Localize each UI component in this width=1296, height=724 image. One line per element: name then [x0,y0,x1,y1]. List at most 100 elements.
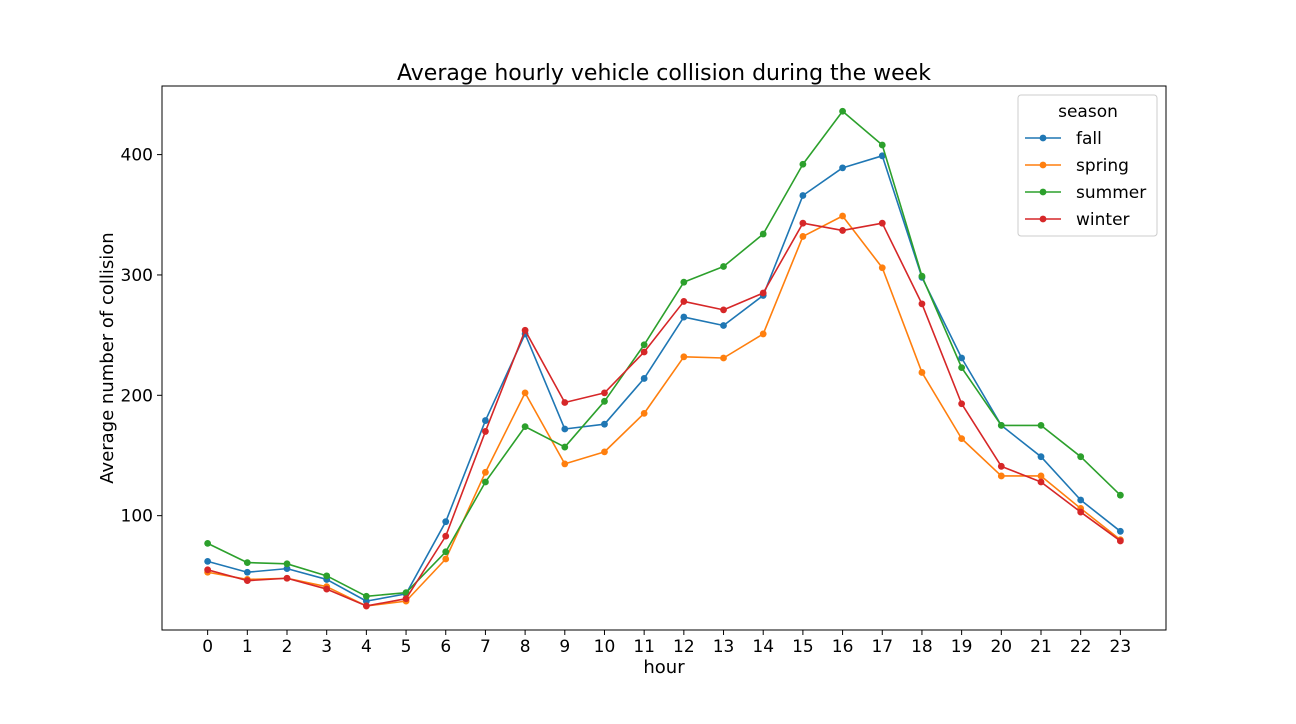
data-point-fall [958,354,966,362]
data-point-winter [601,389,608,397]
x-tick-label: 11 [633,637,655,657]
data-point-summer [204,539,212,547]
series-spring [204,212,1124,610]
data-point-winter [204,566,212,574]
x-tick-label: 17 [871,637,893,657]
x-tick-label: 10 [594,637,616,657]
data-point-winter [680,298,688,305]
data-point-fall [243,568,251,576]
y-tick-label: 100 [121,507,153,527]
data-point-summer [1037,421,1045,429]
data-point-winter [521,326,529,334]
data-point-fall [601,420,608,428]
x-tick-label: 5 [401,637,412,657]
x-tick-label: 19 [951,637,973,657]
data-point-spring [640,409,648,417]
data-point-winter [482,428,489,435]
data-point-winter [640,348,648,356]
chart-title: Average hourly vehicle collision during … [397,61,931,86]
data-point-fall [640,375,648,382]
data-point-summer [918,272,926,280]
legend-marker-summer [1039,188,1047,196]
data-point-winter [720,306,727,314]
x-axis-label: hour [643,657,685,678]
data-point-fall [362,597,370,605]
series-lines [204,107,1124,610]
data-point-spring [521,389,529,397]
legend-label-spring: spring [1076,156,1129,176]
y-axis-label: Average number of collision [97,232,118,483]
data-point-fall [1116,527,1124,535]
data-point-spring [759,330,767,338]
x-tick-label: 15 [792,637,814,657]
data-point-spring [878,264,886,272]
legend-entries: fall spring summer winter [1025,129,1146,230]
data-point-winter [958,400,966,408]
data-point-spring [601,448,608,456]
data-point-summer [997,421,1005,429]
data-point-winter [243,577,251,585]
data-point-winter [362,602,370,610]
y-tick-label: 300 [121,266,153,286]
data-point-spring [997,472,1005,480]
legend: season fall spring summer winter [1017,94,1158,237]
data-point-spring [442,555,450,563]
data-point-summer [561,443,569,451]
data-point-spring [799,233,807,240]
data-point-summer [521,423,529,431]
data-point-summer [402,589,410,597]
data-point-winter [1116,537,1124,545]
data-point-spring [918,369,926,376]
data-point-spring [561,460,569,468]
data-point-winter [442,532,450,540]
legend-label-winter: winter [1076,210,1130,230]
data-point-fall [1037,453,1045,461]
legend-marker-winter [1039,215,1047,223]
x-tick-label: 21 [1030,637,1052,657]
axis-ticks: 0 1 2 3 4 5 6 7 8 9 10 11 12 13 14 15 16 17 18 19 20 21 22 2310… [121,146,1132,657]
data-point-winter [1037,478,1045,486]
x-tick-label: 2 [282,637,293,657]
data-point-fall [799,192,807,199]
x-tick-label: 4 [361,637,372,657]
data-point-winter [878,219,886,227]
data-point-spring [482,468,489,476]
data-point-winter [918,300,926,308]
x-tick-label: 22 [1070,637,1092,657]
data-point-spring [720,354,727,362]
data-point-winter [839,227,846,234]
data-point-summer [720,263,727,270]
x-tick-label: 12 [673,637,695,657]
x-tick-label: 1 [242,637,253,657]
legend-marker-fall [1039,134,1047,142]
plot-area-frame [161,85,1167,631]
data-point-summer [680,278,688,286]
data-point-fall [442,518,450,526]
legend-title: season [1058,102,1118,122]
x-tick-label: 7 [480,637,491,657]
data-point-summer [839,107,846,115]
data-point-fall [561,425,569,433]
y-tick-label: 200 [121,386,153,406]
x-tick-label: 13 [713,637,735,657]
x-tick-label: 20 [990,637,1012,657]
data-point-summer [482,478,489,486]
data-point-fall [204,557,212,565]
series-summer [204,107,1124,600]
data-point-fall [720,322,727,329]
data-point-spring [958,435,966,443]
series-line-winter [207,222,1121,607]
data-point-summer [640,341,648,349]
series-winter [204,219,1124,610]
data-point-summer [799,160,807,168]
data-point-winter [283,574,291,582]
legend-label-summer: summer [1076,183,1146,203]
x-tick-label: 8 [520,637,531,657]
x-tick-label: 6 [440,637,451,657]
data-point-winter [561,399,569,406]
data-point-fall [283,565,291,573]
data-point-summer [759,230,767,238]
legend-label-fall: fall [1076,129,1102,149]
data-point-summer [442,548,450,556]
